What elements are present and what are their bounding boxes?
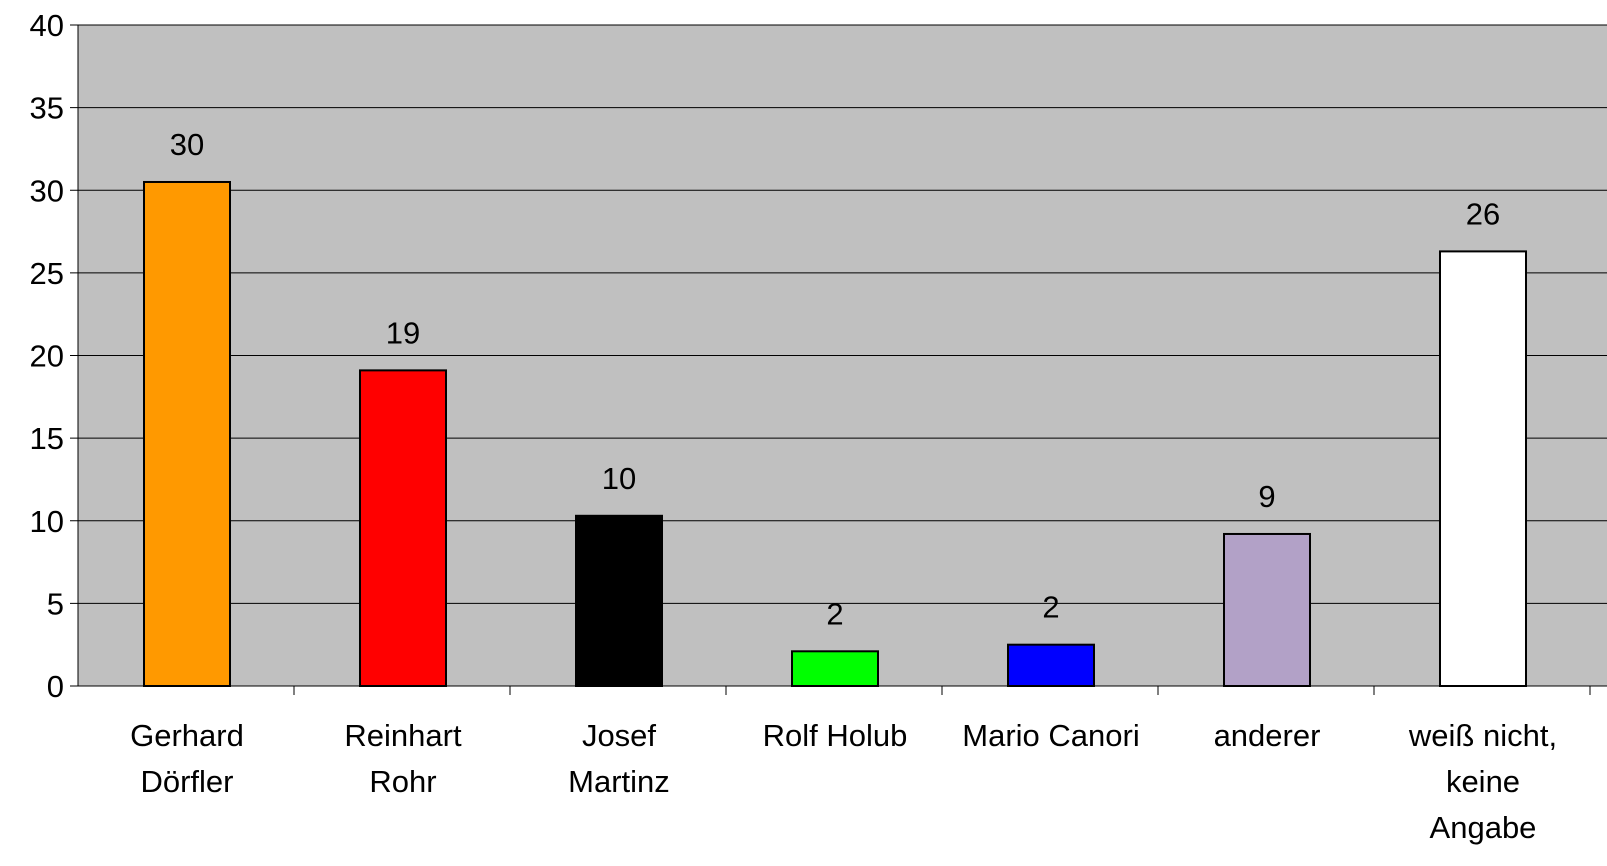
y-tick-label: 0 xyxy=(47,669,64,704)
y-tick-label: 20 xyxy=(30,339,64,374)
gridlines xyxy=(78,24,1607,604)
bar-1 xyxy=(143,180,231,688)
axes xyxy=(70,24,1607,695)
y-tick-label: 35 xyxy=(30,91,64,126)
labels: 0 5 10 15 20 25 30 35 40 30 Gerhard Dörfler 19 Reinha… xyxy=(30,8,1558,845)
x-tick-label: Angabe xyxy=(1430,810,1537,845)
bars xyxy=(143,180,1527,688)
x-tick-label: Rolf Holub xyxy=(763,718,908,753)
x-tick-label: Mario Canori xyxy=(962,718,1139,753)
x-tick-label: weiß nicht, xyxy=(1408,718,1557,753)
data-label: 9 xyxy=(1258,479,1275,514)
y-tick-label: 40 xyxy=(30,8,64,43)
bar-2 xyxy=(359,369,447,687)
y-tick-label: 30 xyxy=(30,173,64,208)
y-tick-label: 5 xyxy=(47,586,64,621)
x-tick-label: anderer xyxy=(1214,718,1321,753)
data-label: 10 xyxy=(602,461,636,496)
x-tick-label: Dörfler xyxy=(140,764,233,799)
bar-7 xyxy=(1439,250,1527,688)
data-label: 2 xyxy=(1042,590,1059,625)
data-label: 30 xyxy=(170,127,204,162)
data-label: 2 xyxy=(826,596,843,631)
data-label: 26 xyxy=(1466,196,1500,231)
x-tick-label: Rohr xyxy=(369,764,436,799)
x-tick-label: Martinz xyxy=(568,764,670,799)
bar-6 xyxy=(1223,532,1311,687)
y-tick-label: 25 xyxy=(30,256,64,291)
x-tick-label: Reinhart xyxy=(344,718,462,753)
y-tick-label: 15 xyxy=(30,421,64,456)
data-label: 19 xyxy=(386,315,420,350)
x-tick-label: Gerhard xyxy=(130,718,244,753)
bar-4 xyxy=(791,650,879,687)
x-tick-label: Josef xyxy=(582,718,656,753)
bar-5 xyxy=(1007,643,1095,687)
bar-3 xyxy=(575,514,663,687)
x-tick-label: keine xyxy=(1446,764,1520,799)
y-tick-label: 10 xyxy=(30,504,64,539)
